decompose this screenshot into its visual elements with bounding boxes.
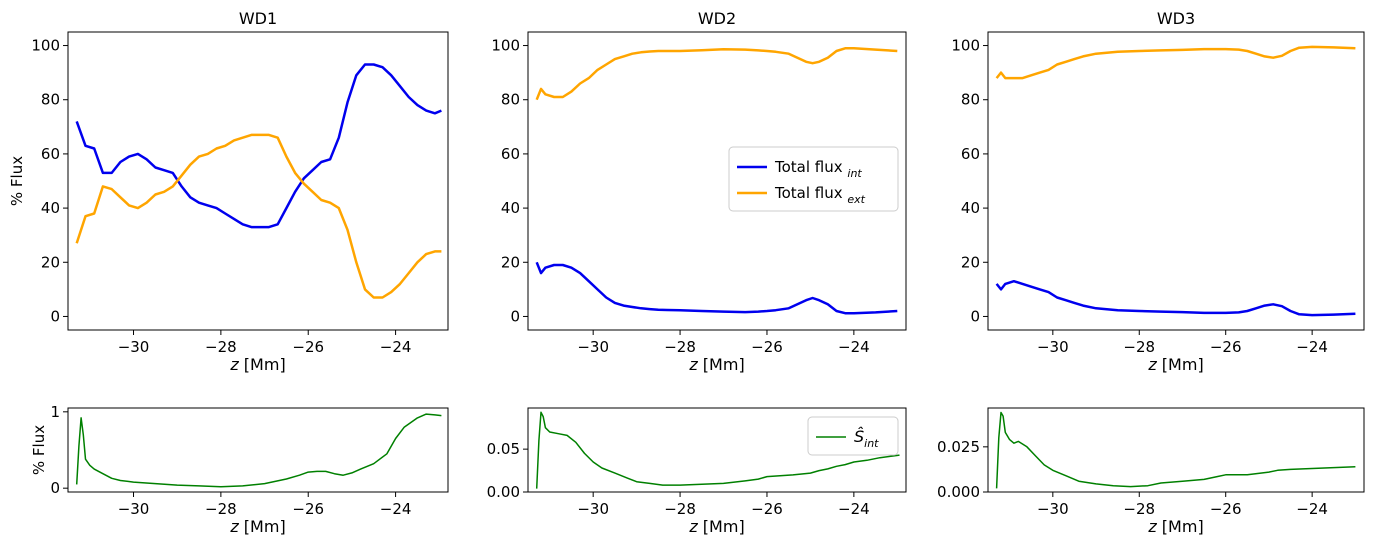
series-line-1 <box>75 63 442 229</box>
y-tick-label: 0.00 <box>487 483 520 501</box>
series-line-1 <box>535 261 898 315</box>
x-tick-label: −28 <box>664 338 696 356</box>
panel-2: −30 −28 −26 −24 0 20 40 60 80 100 WD2 z [Mm] Total f… <box>491 9 907 374</box>
y-tick-label: 0 <box>510 307 520 325</box>
x-axis-label: z [Mm] <box>688 517 744 536</box>
x-tick-label: −30 <box>1037 338 1069 356</box>
y-tick-label: 40 <box>501 199 520 217</box>
y-tick-label: 80 <box>41 91 60 109</box>
y-tick-label: 1 <box>50 403 60 421</box>
x-axis-label: z [Mm] <box>1147 517 1203 536</box>
x-tick-label: −24 <box>1296 500 1328 518</box>
x-tick-label: −26 <box>751 338 783 356</box>
axes-frame <box>527 407 907 493</box>
panel-6: −30 −28 −26 −24 0.000 0.025 z [Mm] <box>937 407 1365 536</box>
x-tick-label: −26 <box>1210 500 1242 518</box>
y-tick-label: 0.025 <box>937 438 980 456</box>
panel-title: WD3 <box>1157 9 1195 28</box>
axes-frame <box>987 407 1365 493</box>
x-tick-label: −28 <box>205 500 237 518</box>
x-tick-label: −24 <box>838 500 870 518</box>
panel-1: −30 −28 −26 −24 0 20 40 60 80 100 WD1 z [Mm] % Flux <box>8 9 449 374</box>
y-axis-label: % Flux <box>30 425 48 475</box>
x-tick-label: −28 <box>1123 338 1155 356</box>
x-tick-label: −26 <box>292 500 324 518</box>
x-tick-label: −24 <box>838 338 870 356</box>
x-tick-label: −24 <box>380 500 412 518</box>
series-line-2 <box>75 133 442 299</box>
series-line-1 <box>995 279 1356 317</box>
panel-title: WD2 <box>698 9 736 28</box>
panel-title: WD1 <box>239 9 277 28</box>
series-line-1 <box>535 411 900 489</box>
y-tick-label: 0 <box>50 479 60 497</box>
legend: Total flux int Total flux ext <box>728 146 899 212</box>
legend-box <box>807 416 899 456</box>
y-tick-label: 40 <box>961 199 980 217</box>
y-tick-label: 100 <box>951 37 980 55</box>
x-tick-label: −24 <box>380 338 412 356</box>
x-tick-label: −30 <box>118 338 150 356</box>
y-tick-label: 20 <box>501 253 520 271</box>
legend-box <box>728 146 899 212</box>
y-axis-label: % Flux <box>8 156 26 206</box>
y-tick-label: 0 <box>50 307 60 325</box>
axes-frame <box>67 407 449 493</box>
y-tick-label: 60 <box>501 145 520 163</box>
axes-frame <box>67 31 449 331</box>
y-tick-label: 80 <box>961 91 980 109</box>
series-line-1 <box>995 411 1356 489</box>
x-tick-label: −26 <box>751 500 783 518</box>
x-axis-label: z [Mm] <box>229 517 285 536</box>
y-tick-label: 80 <box>501 91 520 109</box>
legend: Ŝint <box>807 416 899 456</box>
y-tick-label: 0 <box>970 307 980 325</box>
y-tick-label: 100 <box>491 37 520 55</box>
panel-5: −30 −28 −26 −24 0.00 0.05 z [Mm] Ŝint <box>487 407 907 536</box>
x-axis-label: z [Mm] <box>229 355 285 374</box>
series-line-2 <box>995 45 1356 80</box>
legend-label: Total flux ext <box>774 184 866 206</box>
y-tick-label: 20 <box>961 253 980 271</box>
panel-4: −30 −28 −26 −24 0 1 z [Mm] % Flux <box>30 403 449 536</box>
y-tick-label: 60 <box>41 145 60 163</box>
x-tick-label: −28 <box>664 500 696 518</box>
y-tick-label: 0.05 <box>487 440 520 458</box>
panel-3: −30 −28 −26 −24 0 20 40 60 80 100 WD3 z [Mm] <box>951 9 1365 374</box>
x-tick-label: −30 <box>577 338 609 356</box>
axes-frame <box>527 31 907 331</box>
y-tick-label: 20 <box>41 253 60 271</box>
x-axis-label: z [Mm] <box>688 355 744 374</box>
x-tick-label: −28 <box>1123 500 1155 518</box>
y-tick-label: 100 <box>31 37 60 55</box>
x-tick-label: −30 <box>118 500 150 518</box>
y-tick-label: 60 <box>961 145 980 163</box>
x-tick-label: −26 <box>1210 338 1242 356</box>
x-axis-label: z [Mm] <box>1147 355 1203 374</box>
x-tick-label: −26 <box>292 338 324 356</box>
x-tick-label: −24 <box>1296 338 1328 356</box>
series-line-1 <box>75 413 442 488</box>
y-tick-label: 0.000 <box>937 483 980 501</box>
y-tick-label: 40 <box>41 199 60 217</box>
axes-frame <box>987 31 1365 331</box>
series-line-2 <box>535 47 898 101</box>
x-tick-label: −28 <box>205 338 237 356</box>
x-tick-label: −30 <box>1037 500 1069 518</box>
x-tick-label: −30 <box>577 500 609 518</box>
legend-label: Total flux int <box>774 158 862 180</box>
